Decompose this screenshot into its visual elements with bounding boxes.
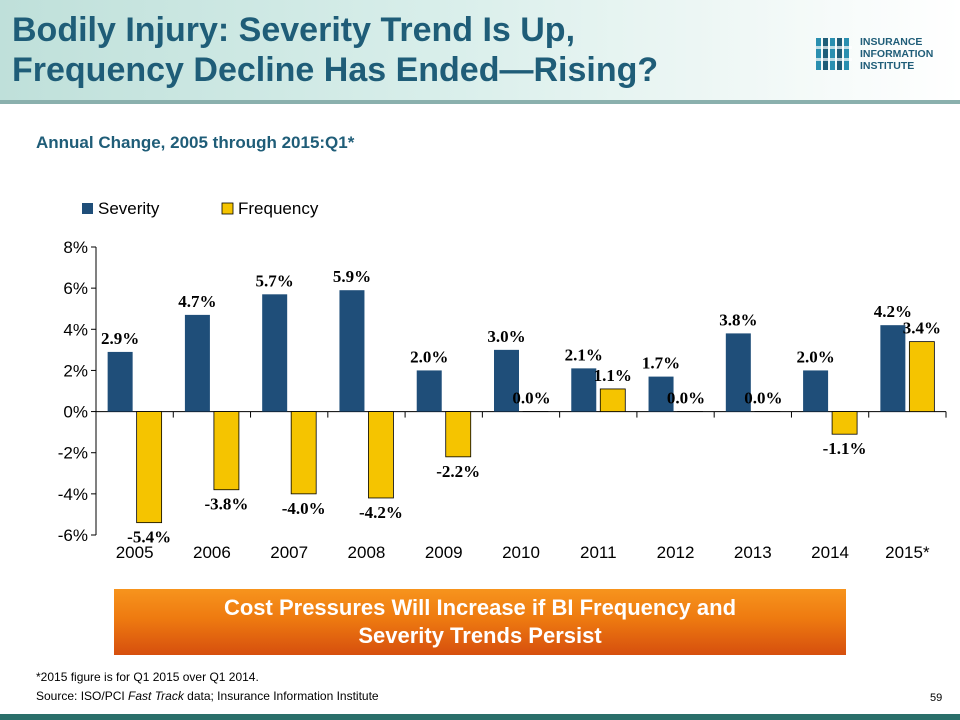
chart-subtitle: Annual Change, 2005 through 2015:Q1*	[36, 133, 355, 152]
legend-label-frequency: Frequency	[238, 199, 319, 218]
data-label-severity: 2.1%	[565, 345, 603, 364]
iii-logo: INSURANCE INFORMATION INSTITUTE	[816, 36, 946, 76]
x-tick-label: 2007	[270, 543, 308, 562]
title-line-2: Frequency Decline Has Ended—Rising?	[12, 51, 659, 89]
bar-chart: -6% -4% -2% 0% 2% 4% 6% 8% 2005 2006 2007 2008 2009 2…	[58, 199, 947, 562]
title-line-1: Bodily Injury: Severity Trend Is Up,	[12, 11, 576, 49]
logo-line-1: INSURANCE	[860, 36, 923, 48]
data-label-severity: 1.7%	[642, 354, 680, 373]
data-label-frequency: 3.4%	[903, 319, 941, 338]
bar-severity	[803, 370, 829, 412]
data-label-severity: 2.0%	[796, 347, 834, 366]
y-tick-label: 0%	[63, 403, 88, 422]
banner-line-2: Severity Trends Persist	[358, 623, 602, 648]
bar-frequency	[908, 341, 935, 412]
banner-line-1: Cost Pressures Will Increase if BI Frequ…	[223, 595, 737, 620]
data-label-frequency: -4.2%	[359, 503, 403, 522]
bar-frequency	[445, 411, 472, 458]
bar-frequency	[290, 411, 317, 495]
page-number: 59	[930, 692, 943, 704]
logo-line-2: INFORMATION	[860, 48, 934, 60]
x-tick-label: 2014	[811, 543, 849, 562]
footer-bar	[0, 714, 960, 720]
data-label-frequency: 1.1%	[594, 366, 632, 385]
data-label-severity: 3.8%	[719, 310, 757, 329]
x-tick-label: 2015*	[885, 543, 930, 562]
data-label-frequency: -2.2%	[436, 462, 480, 481]
bar-frequency	[831, 411, 858, 435]
source-italic: Fast Track	[128, 689, 184, 703]
bar-severity	[880, 325, 906, 412]
data-label-frequency: -4.0%	[282, 499, 326, 518]
x-tick-label: 2012	[657, 543, 695, 562]
data-label-severity: 5.9%	[333, 267, 371, 286]
y-tick-label: 8%	[63, 238, 88, 257]
source-note: Source: ISO/PCI Fast Track data; Insuran…	[36, 689, 379, 703]
bar-frequency	[599, 388, 626, 412]
x-tick-label: 2013	[734, 543, 772, 562]
data-label-frequency: 0.0%	[744, 389, 782, 408]
y-tick-label: -4%	[58, 485, 88, 504]
bar-severity	[571, 368, 597, 412]
data-label-severity: 4.7%	[178, 292, 216, 311]
y-tick-label: -2%	[58, 444, 88, 463]
y-tick-label: -6%	[58, 526, 88, 545]
legend-swatch-severity	[82, 203, 93, 214]
legend-swatch-frequency	[221, 202, 234, 215]
data-label-severity: 4.2%	[874, 302, 912, 321]
source-suffix: data; Insurance Information Institute	[183, 689, 379, 703]
data-label-frequency: -3.8%	[204, 495, 248, 514]
logo-mark-icon	[816, 38, 852, 70]
bar-frequency	[213, 411, 240, 491]
bar-frequency	[368, 411, 394, 499]
x-tick-label: 2009	[425, 543, 463, 562]
data-label-severity: 2.0%	[410, 347, 448, 366]
y-tick-label: 6%	[63, 279, 88, 298]
bar-severity	[184, 314, 210, 412]
data-label-frequency: -5.4%	[127, 528, 171, 547]
x-tick-label: 2005	[116, 543, 154, 562]
x-tick-label: 2006	[193, 543, 231, 562]
data-label-severity: 5.7%	[256, 271, 294, 290]
footnote: *2015 figure is for Q1 2015 over Q1 2014…	[36, 670, 259, 684]
slide-title: Bodily Injury: Severity Trend Is Up, Fre…	[12, 10, 772, 90]
y-tick-label: 4%	[63, 320, 88, 339]
data-label-frequency: -1.1%	[823, 439, 867, 458]
bar-frequency	[136, 411, 163, 524]
x-tick-label: 2011	[580, 543, 617, 562]
bar-severity	[262, 294, 288, 412]
y-tick-label: 2%	[63, 361, 88, 380]
source-prefix: Source: ISO/PCI	[36, 689, 129, 703]
data-label-frequency: 0.0%	[512, 389, 550, 408]
bar-severity	[648, 376, 674, 412]
data-label-severity: 3.0%	[487, 327, 525, 346]
data-label-frequency: 0.0%	[667, 389, 705, 408]
bar-severity	[107, 351, 133, 412]
callout-banner: Cost Pressures Will Increase if BI Frequ…	[114, 589, 846, 655]
header-band	[0, 0, 960, 100]
legend-label-severity: Severity	[98, 199, 160, 218]
bar-severity	[494, 349, 519, 412]
logo-text: INSURANCE INFORMATION INSTITUTE	[860, 36, 933, 72]
bar-severity	[725, 333, 751, 412]
x-tick-label: 2008	[348, 543, 386, 562]
logo-line-3: INSTITUTE	[860, 60, 915, 72]
bar-severity	[416, 370, 442, 412]
data-label-severity: 2.9%	[101, 329, 139, 348]
header-divider	[0, 100, 960, 104]
x-tick-label: 2010	[502, 543, 540, 562]
bar-severity	[339, 290, 365, 412]
